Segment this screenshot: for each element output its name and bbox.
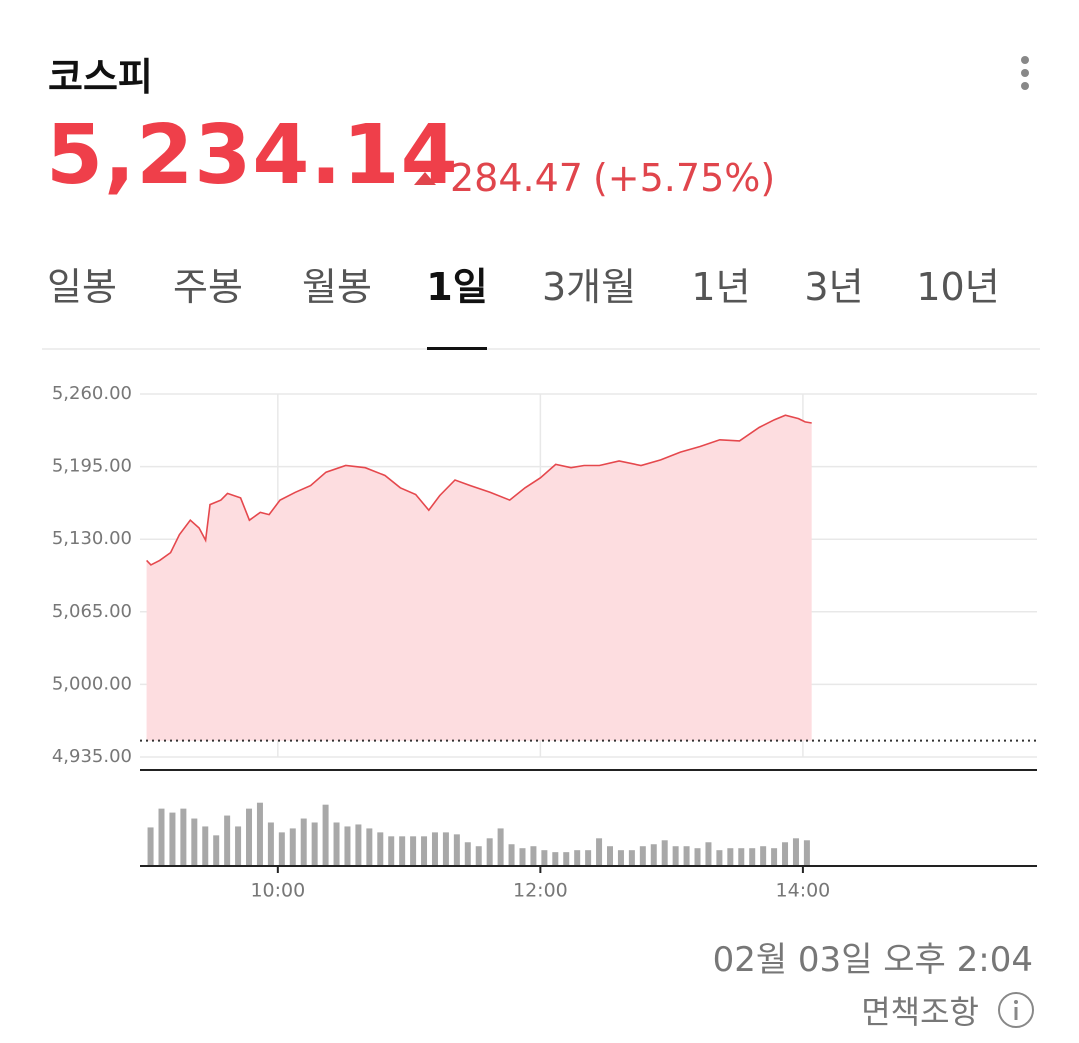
change-value: 284.47 (450, 156, 583, 200)
volume-bar (803, 840, 810, 866)
volume-bar (180, 808, 187, 866)
separator (42, 348, 1040, 350)
y-tick-label: 5,065.00 (52, 601, 132, 622)
y-tick-label: 4,935.00 (52, 746, 132, 767)
volume-bar (574, 850, 581, 866)
volume-bar (563, 852, 570, 866)
x-tick-label: 14:00 (776, 880, 831, 902)
period-tab[interactable]: 1일 (426, 265, 488, 309)
volume-bar (508, 844, 515, 866)
volume-bar (388, 836, 395, 866)
volume-bar (267, 822, 274, 866)
volume-bar (519, 848, 526, 866)
period-tab[interactable]: 주봉 (173, 265, 243, 309)
index-name: 코스피 (48, 55, 153, 99)
y-tick-label: 5,195.00 (52, 456, 132, 477)
volume-bar (585, 850, 592, 866)
period-tab[interactable]: 월봉 (302, 265, 372, 309)
volume-bar (486, 838, 493, 866)
change: 284.47 (+5.75%) (414, 156, 775, 200)
x-tick-label: 12:00 (513, 880, 568, 902)
period-tab[interactable]: 3개월 (541, 265, 637, 309)
volume-bar (333, 822, 340, 866)
volume-bar (782, 842, 789, 866)
volume-bar (235, 826, 242, 866)
y-tick-label: 5,130.00 (52, 528, 132, 549)
volume-bar (727, 848, 734, 866)
volume-bar (169, 812, 176, 866)
volume-bar (760, 846, 767, 866)
volume-bar (716, 850, 723, 866)
volume-bar (377, 832, 384, 866)
timestamp: 02월 03일 오후 2:04 (712, 940, 1033, 980)
volume-bar (410, 836, 417, 866)
volume-bar (497, 828, 504, 866)
price-area (146, 415, 812, 741)
volume-bar (792, 838, 799, 866)
volume-bar (464, 842, 471, 866)
chart: 4,935.00 5,000.00 5,065.00 5,130.00 5,195.00… (52, 383, 1037, 902)
period-tab[interactable]: 일봉 (47, 265, 117, 309)
volume-bar (147, 827, 154, 866)
volume-bar (749, 848, 756, 866)
x-tick-label: 10:00 (250, 880, 305, 902)
y-tick-label: 5,260.00 (52, 383, 132, 404)
volume-bar (246, 808, 253, 866)
more-menu[interactable] (1010, 52, 1040, 96)
volume-bar (158, 808, 165, 866)
volume-bar (442, 832, 449, 866)
disclaimer[interactable]: 면책조항 (861, 993, 979, 1031)
volume-bar (552, 852, 559, 866)
volume-bar (289, 828, 296, 866)
price-line (146, 414, 812, 566)
volume-bar (399, 836, 406, 866)
volume-bar (311, 822, 318, 866)
y-tick-label: 5,000.00 (52, 673, 132, 694)
volume-bar (596, 838, 603, 866)
volume-bar (224, 815, 231, 866)
volume-bar (355, 824, 362, 866)
period-tab[interactable]: 3년 (804, 265, 864, 309)
volume-bar (541, 850, 548, 866)
volume-bar (617, 850, 624, 866)
volume-bar (738, 848, 745, 866)
volume-bar (628, 850, 635, 866)
volume-bar (650, 844, 657, 866)
change-percent: (+5.75%) (592, 156, 776, 200)
volume-bar (639, 846, 646, 866)
active-underline (427, 347, 487, 350)
up-arrow (414, 171, 436, 185)
volume-bar (421, 836, 428, 866)
volume-bar (191, 818, 198, 866)
volume-bar (431, 832, 438, 866)
volume-bar (683, 846, 690, 866)
volume-bar (661, 840, 668, 866)
volume-bar (705, 842, 712, 866)
volume-bar (322, 804, 329, 866)
volume-bar (771, 848, 778, 866)
volume-bar (256, 802, 263, 866)
volume-bar (607, 846, 614, 866)
volume-bar (694, 848, 701, 866)
volume-bar (475, 846, 482, 866)
volume-bar (213, 835, 220, 866)
price: 5,234.14 (46, 108, 459, 203)
info-icon[interactable] (996, 990, 1036, 1030)
period-tab[interactable]: 10년 (916, 265, 1000, 309)
volume-bar (344, 826, 351, 866)
period-tabs: 일봉 주봉 월봉 1일 3개월 1년 3년 10년 (0, 256, 1079, 316)
volume-bar (202, 826, 209, 866)
volume-bar (530, 846, 537, 866)
volume-bar (366, 828, 373, 866)
period-tab[interactable]: 1년 (691, 265, 751, 309)
volume-bar (300, 818, 307, 866)
volume-bar (672, 846, 679, 866)
volume-bar (453, 834, 460, 866)
volume-bar (278, 832, 285, 866)
